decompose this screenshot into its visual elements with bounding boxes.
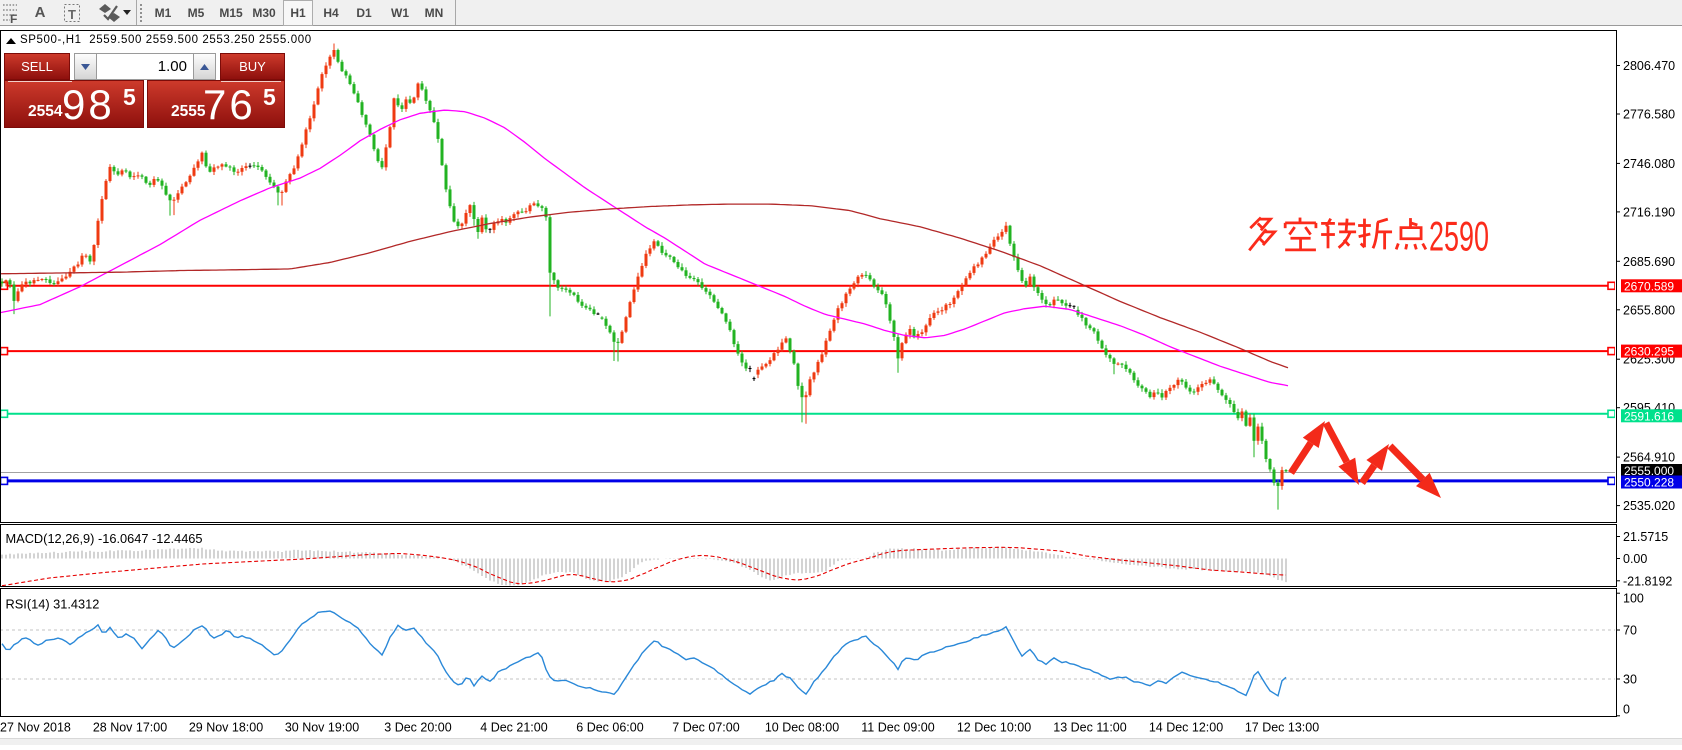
svg-text:2590: 2590 xyxy=(1429,213,1489,260)
svg-text:6 Dec 06:00: 6 Dec 06:00 xyxy=(576,721,643,735)
svg-text:2591.616: 2591.616 xyxy=(1624,409,1674,423)
svg-text:2564.910: 2564.910 xyxy=(1623,451,1675,465)
svg-text:10 Dec 08:00: 10 Dec 08:00 xyxy=(765,721,839,735)
svg-text:30 Nov 19:00: 30 Nov 19:00 xyxy=(285,721,359,735)
svg-text:2716.190: 2716.190 xyxy=(1623,205,1675,219)
svg-text:30: 30 xyxy=(1623,673,1637,687)
svg-text:0: 0 xyxy=(1623,703,1630,717)
svg-text:RSI(14) 31.4312: RSI(14) 31.4312 xyxy=(6,597,100,612)
svg-text:T: T xyxy=(68,7,76,22)
svg-text:-21.8192: -21.8192 xyxy=(1623,574,1672,588)
svg-text:29 Nov 18:00: 29 Nov 18:00 xyxy=(189,721,263,735)
svg-text:2555.000: 2555.000 xyxy=(1624,464,1674,478)
svg-text:28 Nov 17:00: 28 Nov 17:00 xyxy=(93,721,167,735)
svg-text:2630.295: 2630.295 xyxy=(1624,345,1674,359)
svg-text:2806.470: 2806.470 xyxy=(1623,59,1675,73)
svg-text:7 Dec 07:00: 7 Dec 07:00 xyxy=(672,721,739,735)
svg-text:2776.580: 2776.580 xyxy=(1623,108,1675,122)
svg-text:21.5715: 21.5715 xyxy=(1623,530,1668,544)
svg-text:27 Nov 2018: 27 Nov 2018 xyxy=(0,721,71,735)
svg-text:13 Dec 11:00: 13 Dec 11:00 xyxy=(1053,721,1126,735)
svg-text:MACD(12,26,9) -16.0647 -12.446: MACD(12,26,9) -16.0647 -12.4465 xyxy=(6,531,203,546)
svg-text:2746.080: 2746.080 xyxy=(1623,157,1675,171)
svg-text:100: 100 xyxy=(1623,592,1644,606)
svg-text:2655.800: 2655.800 xyxy=(1623,303,1675,317)
svg-text:F: F xyxy=(10,12,17,26)
svg-text:12 Dec 10:00: 12 Dec 10:00 xyxy=(957,721,1031,735)
svg-text:3 Dec 20:00: 3 Dec 20:00 xyxy=(384,721,451,735)
svg-text:70: 70 xyxy=(1623,624,1637,638)
svg-text:2685.690: 2685.690 xyxy=(1623,255,1675,269)
svg-text:14 Dec 12:00: 14 Dec 12:00 xyxy=(1149,721,1223,735)
svg-text:2535.020: 2535.020 xyxy=(1623,499,1675,513)
svg-text:2670.589: 2670.589 xyxy=(1624,279,1674,293)
svg-text:2550.228: 2550.228 xyxy=(1624,476,1674,490)
svg-text:11 Dec 09:00: 11 Dec 09:00 xyxy=(861,721,934,735)
svg-text:4 Dec 21:00: 4 Dec 21:00 xyxy=(480,721,547,735)
svg-text:0.00: 0.00 xyxy=(1623,552,1647,566)
svg-text:17 Dec 13:00: 17 Dec 13:00 xyxy=(1245,721,1319,735)
